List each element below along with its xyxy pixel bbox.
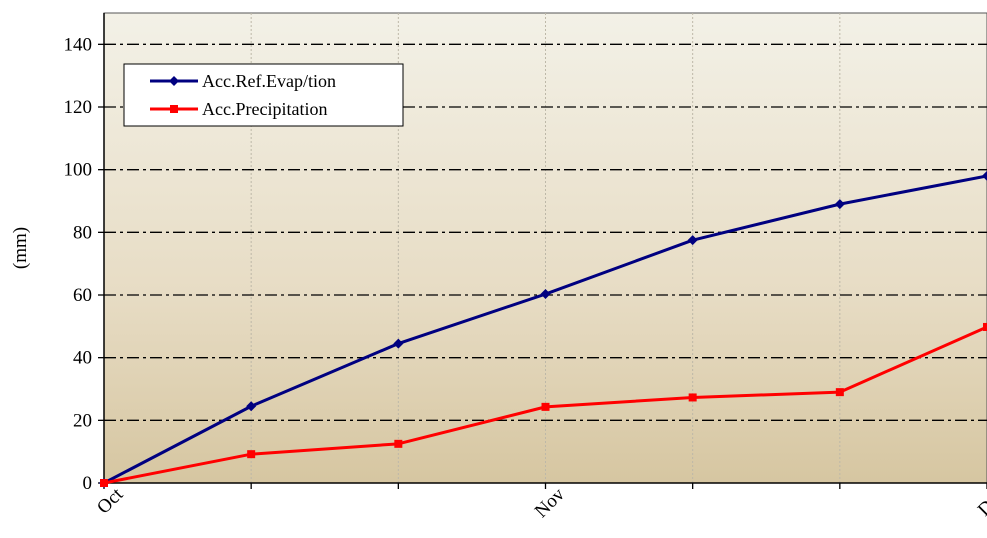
- legend-marker: [170, 105, 178, 113]
- data-point: [688, 393, 697, 402]
- data-point: [835, 388, 844, 397]
- data-point: [247, 450, 256, 459]
- x-tick-label: Nov: [531, 484, 569, 522]
- data-point: [393, 338, 404, 349]
- legend-label: Acc.Ref.Evap/tion: [202, 71, 336, 91]
- y-tick-label: 60: [73, 285, 92, 306]
- data-point: [541, 402, 550, 411]
- data-point: [100, 479, 108, 487]
- y-tick-label: 140: [64, 34, 93, 55]
- series-layer: [99, 170, 987, 488]
- y-tick-labels: 0 20 40 60 80 100 120 140: [64, 34, 93, 494]
- x-tick-label: Dec: [974, 484, 987, 520]
- data-point: [834, 199, 845, 210]
- data-point: [246, 401, 257, 412]
- legend-marker: [169, 76, 179, 86]
- y-tick-label: 120: [64, 97, 93, 118]
- data-point: [687, 235, 698, 246]
- x-tick-labels: Oct Nov Dec: [93, 484, 987, 523]
- y-tick-label: 0: [83, 473, 93, 494]
- legend-box: [123, 63, 404, 127]
- y-tick-label: 80: [73, 222, 92, 243]
- x-tick-label: Oct: [93, 484, 128, 519]
- y-axis-title: (mm): [10, 227, 31, 269]
- data-point: [983, 322, 987, 331]
- y-tick-label: 20: [73, 410, 92, 431]
- data-point: [394, 439, 403, 448]
- y-tick-label: 100: [64, 160, 93, 181]
- data-point: [540, 289, 551, 300]
- legend: Acc.Ref.Evap/tion Acc.Precipitation: [123, 63, 404, 127]
- y-tick-label: 40: [73, 348, 92, 369]
- data-point: [982, 170, 987, 181]
- legend-label: Acc.Precipitation: [202, 99, 327, 119]
